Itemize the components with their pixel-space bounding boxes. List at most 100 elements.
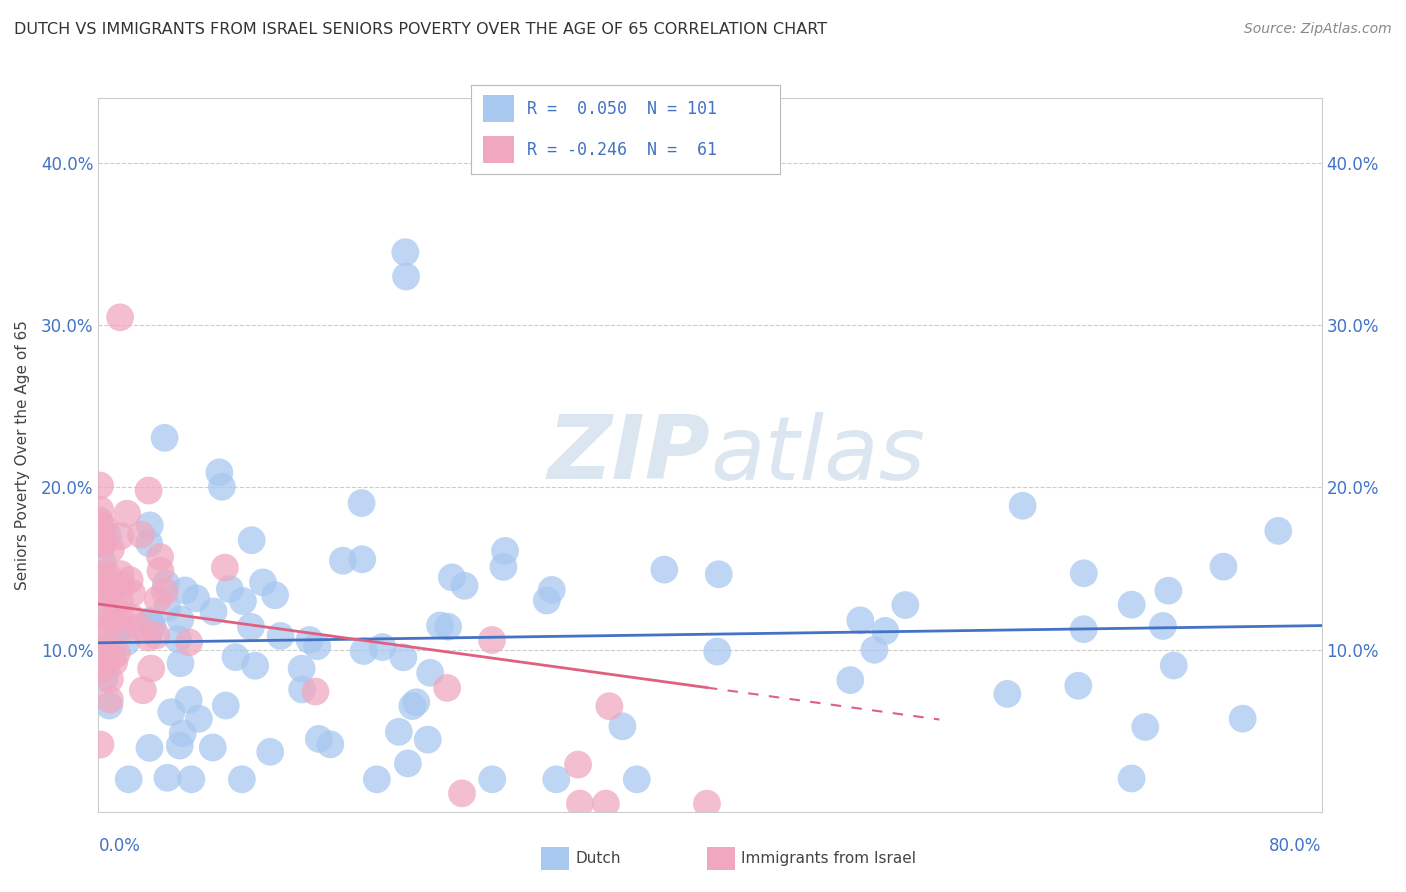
- Text: R =  0.050  N = 101: R = 0.050 N = 101: [527, 100, 717, 118]
- Point: [129, 527, 152, 541]
- Point: [298, 633, 321, 648]
- Point: [307, 639, 329, 653]
- Point: [129, 620, 152, 634]
- Point: [201, 740, 224, 755]
- Point: [89, 582, 111, 596]
- Point: [169, 612, 191, 626]
- Point: [138, 536, 160, 550]
- Point: [1152, 619, 1174, 633]
- Point: [894, 598, 917, 612]
- Point: [98, 587, 121, 601]
- Point: [110, 567, 132, 582]
- Text: 80.0%: 80.0%: [1270, 837, 1322, 855]
- Point: [1267, 524, 1289, 538]
- Point: [105, 611, 128, 625]
- Point: [1121, 772, 1143, 786]
- Point: [392, 650, 415, 665]
- Point: [93, 650, 115, 665]
- Point: [97, 528, 120, 542]
- Point: [304, 684, 326, 698]
- Point: [138, 631, 160, 645]
- Point: [103, 655, 125, 669]
- FancyBboxPatch shape: [484, 136, 515, 163]
- Point: [93, 646, 115, 660]
- Point: [138, 483, 160, 498]
- Point: [440, 570, 463, 584]
- Point: [492, 560, 515, 574]
- Point: [101, 611, 124, 625]
- Point: [319, 737, 342, 751]
- Point: [153, 431, 176, 445]
- Point: [180, 772, 202, 787]
- Point: [149, 549, 172, 564]
- Point: [1121, 598, 1143, 612]
- Point: [160, 705, 183, 719]
- Point: [395, 269, 418, 284]
- Point: [481, 772, 503, 787]
- Point: [546, 772, 568, 787]
- Point: [350, 496, 373, 510]
- Point: [91, 555, 114, 569]
- Point: [142, 620, 165, 634]
- Point: [156, 600, 179, 615]
- Point: [93, 671, 115, 685]
- Point: [91, 538, 114, 552]
- Point: [89, 502, 111, 516]
- Point: [259, 745, 281, 759]
- Point: [567, 757, 589, 772]
- Point: [437, 620, 460, 634]
- Point: [153, 584, 176, 599]
- Point: [875, 624, 897, 638]
- Point: [451, 786, 474, 800]
- Point: [626, 772, 648, 787]
- Point: [308, 731, 330, 746]
- Point: [612, 719, 634, 733]
- Point: [652, 563, 675, 577]
- Point: [568, 797, 591, 811]
- Point: [416, 732, 439, 747]
- Point: [91, 572, 114, 586]
- Text: DUTCH VS IMMIGRANTS FROM ISRAEL SENIORS POVERTY OVER THE AGE OF 65 CORRELATION C: DUTCH VS IMMIGRANTS FROM ISRAEL SENIORS …: [14, 22, 827, 37]
- Point: [91, 627, 114, 641]
- Point: [91, 534, 114, 549]
- Point: [332, 554, 354, 568]
- Point: [145, 628, 167, 642]
- Point: [93, 602, 115, 616]
- Point: [214, 560, 236, 574]
- Point: [100, 542, 122, 557]
- Point: [115, 635, 138, 649]
- Point: [436, 681, 458, 695]
- Point: [141, 617, 163, 632]
- Point: [141, 662, 163, 676]
- Point: [132, 683, 155, 698]
- Point: [138, 740, 160, 755]
- Point: [394, 245, 416, 260]
- Text: R = -0.246  N =  61: R = -0.246 N = 61: [527, 141, 717, 159]
- Point: [1157, 583, 1180, 598]
- Point: [108, 310, 131, 325]
- Point: [139, 614, 162, 628]
- FancyBboxPatch shape: [484, 95, 515, 122]
- Point: [706, 644, 728, 658]
- Point: [598, 699, 620, 714]
- Point: [211, 480, 233, 494]
- Point: [696, 797, 718, 811]
- Point: [240, 620, 263, 634]
- Point: [98, 692, 121, 706]
- Point: [89, 513, 111, 527]
- Point: [105, 646, 128, 660]
- Point: [270, 629, 292, 643]
- Point: [186, 591, 208, 606]
- Point: [1212, 559, 1234, 574]
- Point: [146, 592, 169, 607]
- Point: [89, 478, 111, 492]
- Text: Immigrants from Israel: Immigrants from Israel: [741, 851, 915, 865]
- Point: [187, 712, 209, 726]
- Point: [169, 657, 191, 671]
- Point: [208, 466, 231, 480]
- Point: [401, 699, 423, 714]
- Point: [118, 772, 141, 787]
- Point: [112, 622, 135, 636]
- Point: [231, 772, 253, 787]
- Point: [371, 640, 394, 654]
